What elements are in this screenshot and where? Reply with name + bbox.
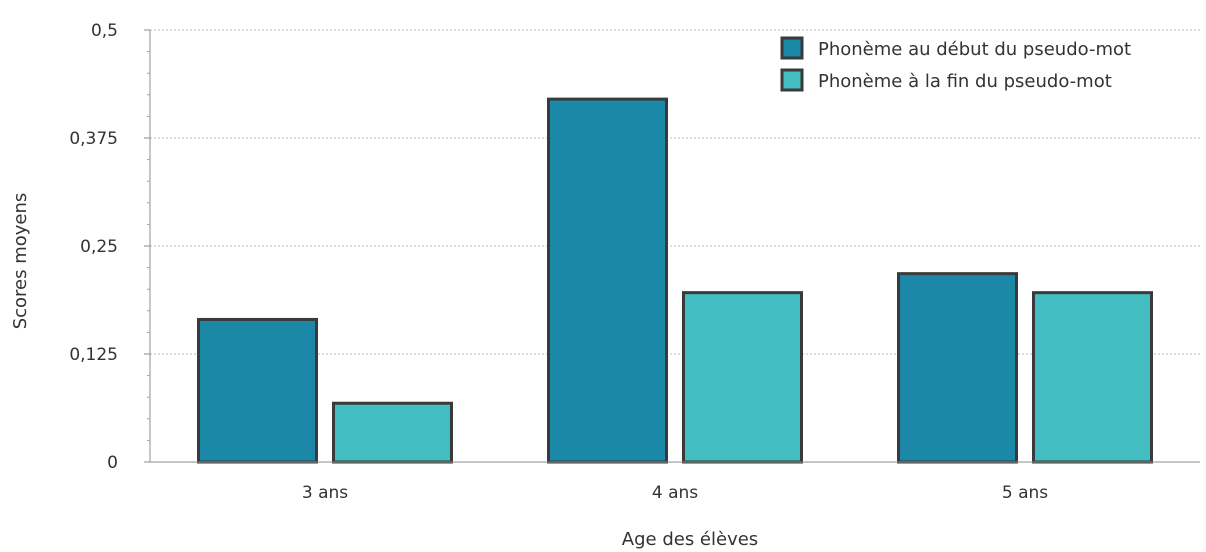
y-tick-label: 0	[107, 453, 118, 473]
axes	[144, 29, 1200, 463]
bars	[197, 97, 1153, 464]
y-tick-label: 0,125	[69, 345, 118, 365]
legend: Phonème au début du pseudo-mot Phonème à…	[780, 36, 1131, 92]
y-tick-label: 0,375	[69, 129, 118, 149]
legend-swatch-end	[780, 68, 804, 92]
x-axis-title: Age des élèves	[622, 529, 758, 550]
bar-start	[547, 97, 668, 464]
x-tick-labels: 3 ans 4 ans 5 ans	[302, 483, 1048, 503]
y-tick-labels: 0 0,125 0,25 0,375 0,5	[69, 21, 118, 473]
x-tick-label: 5 ans	[1002, 483, 1048, 503]
x-tick-label: 3 ans	[302, 483, 348, 503]
bar-end	[682, 291, 803, 464]
x-tick-label: 4 ans	[652, 483, 698, 503]
bar-end	[1032, 291, 1153, 464]
y-tick-label: 0,25	[80, 237, 118, 257]
bar-end	[332, 401, 453, 464]
legend-label-start: Phonème au début du pseudo-mot	[818, 39, 1131, 60]
gridlines	[150, 29, 1200, 355]
bar-start	[197, 317, 318, 464]
y-axis-title: Scores moyens	[10, 193, 31, 330]
legend-swatch-start	[780, 36, 804, 60]
legend-label-end: Phonème à la fin du pseudo-mot	[818, 71, 1112, 92]
bar-start	[897, 272, 1018, 464]
y-tick-label: 0,5	[91, 21, 118, 41]
